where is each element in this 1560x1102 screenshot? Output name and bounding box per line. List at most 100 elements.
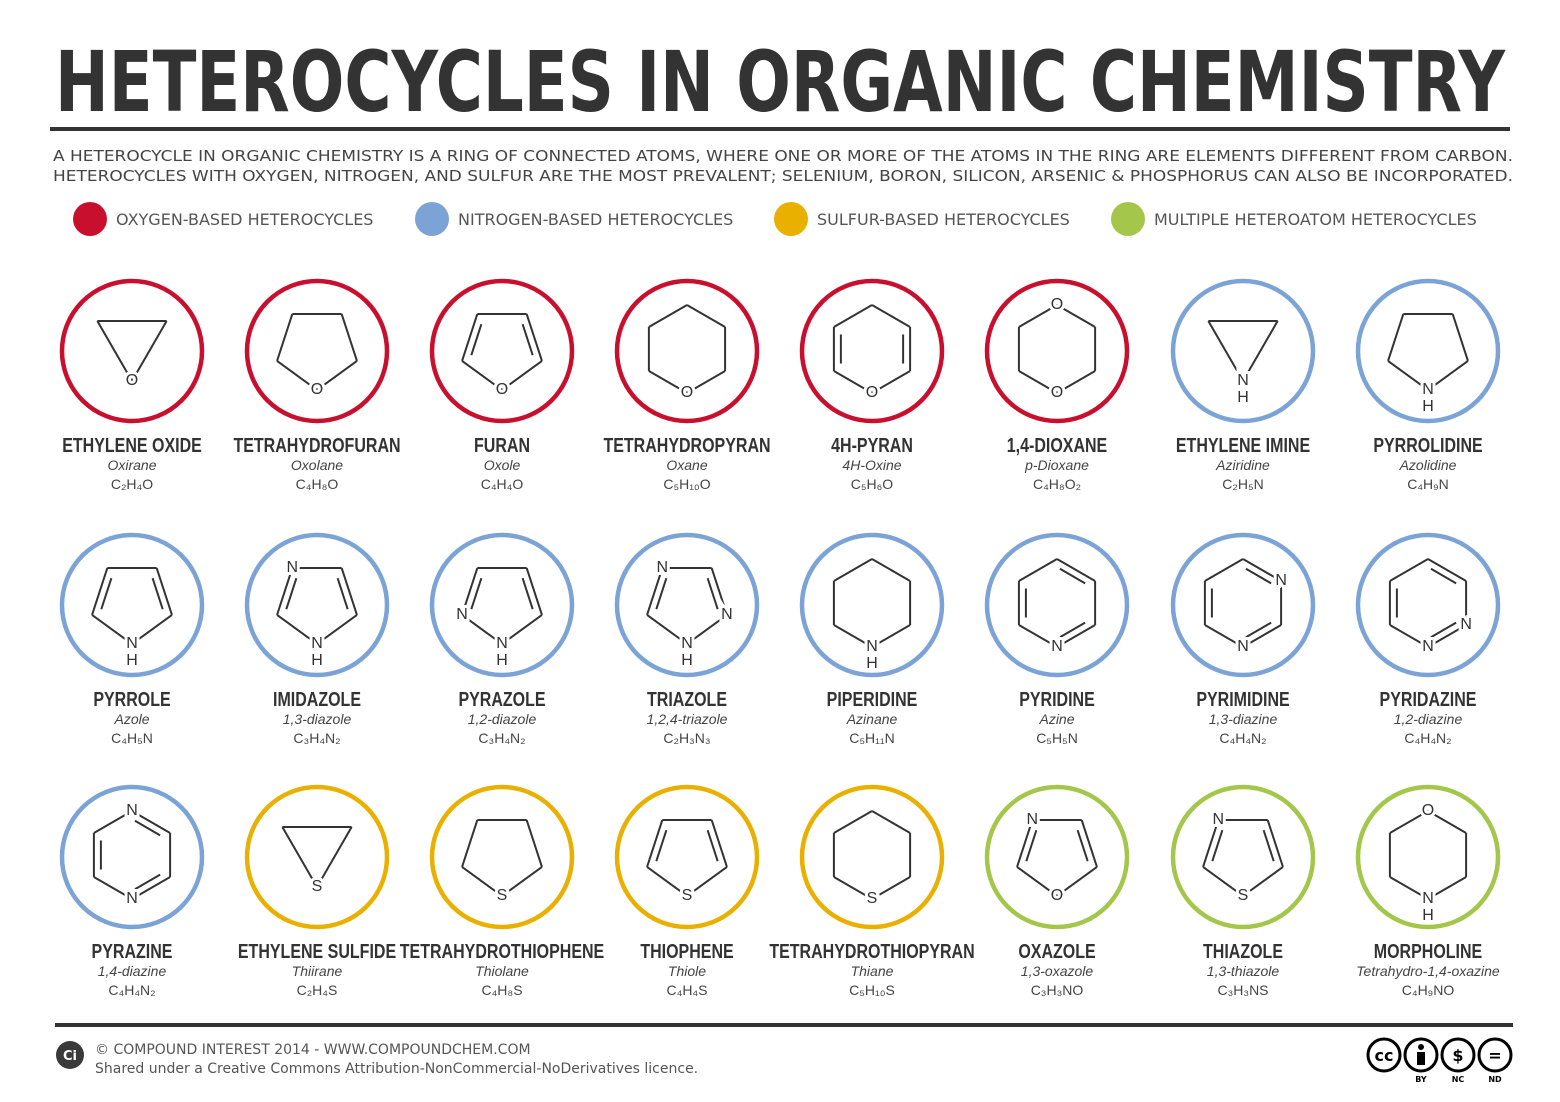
compound-name: PYRIMIDINE (1196, 688, 1289, 710)
bond (340, 567, 358, 616)
atom-label: N (1422, 381, 1434, 398)
double-bond (285, 577, 298, 610)
atom-label: O (681, 384, 693, 401)
atom-label: S (1238, 887, 1249, 904)
atom-label: N (287, 559, 299, 576)
person-body (1417, 1052, 1425, 1065)
compound-alt-name: 1,2-diazine (1394, 711, 1463, 727)
double-bond (521, 323, 534, 356)
bond (461, 567, 479, 616)
compound-formula: C₅H₁₁N (849, 730, 894, 746)
compound-formula: C₅H₆O (851, 476, 894, 492)
compound-name: ETHYLENE OXIDE (62, 434, 202, 456)
compound-name: THIOPHENE (640, 940, 733, 962)
double-bond (706, 577, 719, 610)
legend-label: NITROGEN-BASED HETEROCYCLES (458, 210, 733, 229)
atom-label: N (1275, 572, 1287, 589)
atom-label: N (1237, 638, 1249, 655)
bond (871, 810, 911, 834)
bond (646, 819, 664, 868)
legend-label: OXYGEN-BASED HETEROCYCLES (116, 210, 373, 229)
compound-formula: C₄H₄N₂ (1404, 730, 1451, 746)
bond (91, 614, 133, 645)
compound-name: IMIDAZOLE (273, 688, 361, 710)
legend-label: MULTIPLE HETEROATOM HETEROCYCLES (1154, 210, 1477, 229)
double-bond (1059, 567, 1086, 585)
bond (93, 810, 133, 834)
atom-label: H (1422, 907, 1434, 924)
atom-label: N (866, 638, 878, 655)
bond (646, 567, 664, 616)
compound-name: 1,4-DIOXANE (1007, 434, 1107, 456)
double-bond (134, 819, 161, 837)
bond (281, 826, 318, 888)
atom-label: O (1051, 296, 1063, 313)
bond (686, 370, 726, 394)
licence-icon (1440, 1037, 1476, 1073)
bond (710, 819, 728, 868)
bond (833, 876, 873, 900)
bond (1204, 558, 1244, 582)
compound-name: TETRAHYDROTHIOPYRAN (769, 940, 974, 962)
compound-name: TETRAHYDROTHIOPHENE (400, 940, 604, 962)
compound-alt-name: Tetrahydro-1,4-oxazine (1356, 963, 1500, 979)
compound-formula: C₅H₁₀O (663, 476, 710, 492)
compound-alt-name: Azolidine (1399, 457, 1457, 473)
bond (131, 320, 168, 382)
double-bond (706, 829, 719, 862)
compound-alt-name: Oxane (666, 457, 707, 473)
compound-alt-name: 1,2,4-triazole (647, 711, 728, 727)
atom-label: O (126, 372, 138, 389)
compound-ring (614, 532, 760, 678)
compound-ring (799, 278, 945, 424)
bond (316, 826, 353, 888)
bond (646, 614, 688, 645)
atom-label: N (126, 890, 138, 907)
compound-ring (244, 532, 390, 678)
compound-ring (1170, 278, 1316, 424)
compound-ring (1170, 784, 1316, 930)
person-head (1418, 1044, 1424, 1050)
atom-label: H (1422, 398, 1434, 415)
compound-formula: C₅H₁₀S (849, 982, 895, 998)
compound-alt-name: Azole (113, 711, 149, 727)
double-bond (1059, 621, 1086, 639)
bond (1056, 624, 1096, 648)
bond (648, 370, 688, 394)
bond (686, 304, 726, 328)
compound-alt-name: Azinane (846, 711, 898, 727)
bond (276, 567, 294, 616)
legend-label: SULFUR-BASED HETEROCYCLES (817, 210, 1070, 229)
bond (1056, 304, 1096, 328)
compound-alt-name: 1,2-diazole (468, 711, 537, 727)
compound-name: TETRAHYDROFURAN (233, 434, 400, 456)
legend-swatch (415, 202, 449, 236)
compound-alt-name: 1,3-oxazole (1021, 963, 1094, 979)
legend-swatch (1111, 202, 1145, 236)
compound-formula: C₄H₉N (1407, 476, 1449, 492)
atom-label: S (497, 887, 508, 904)
bond (1056, 370, 1096, 394)
bond (1207, 320, 1244, 382)
bond (1018, 370, 1058, 394)
compound-ring (614, 784, 760, 930)
atom-label: N (1027, 811, 1039, 828)
compound-name: PYRROLE (93, 688, 170, 710)
double-bond (100, 577, 113, 610)
compound-formula: C₄H₉NO (1402, 982, 1455, 998)
atom-label: N (1460, 616, 1472, 633)
bond (833, 558, 873, 582)
bond (1056, 866, 1098, 897)
bond (871, 304, 911, 328)
bond (1016, 819, 1034, 868)
